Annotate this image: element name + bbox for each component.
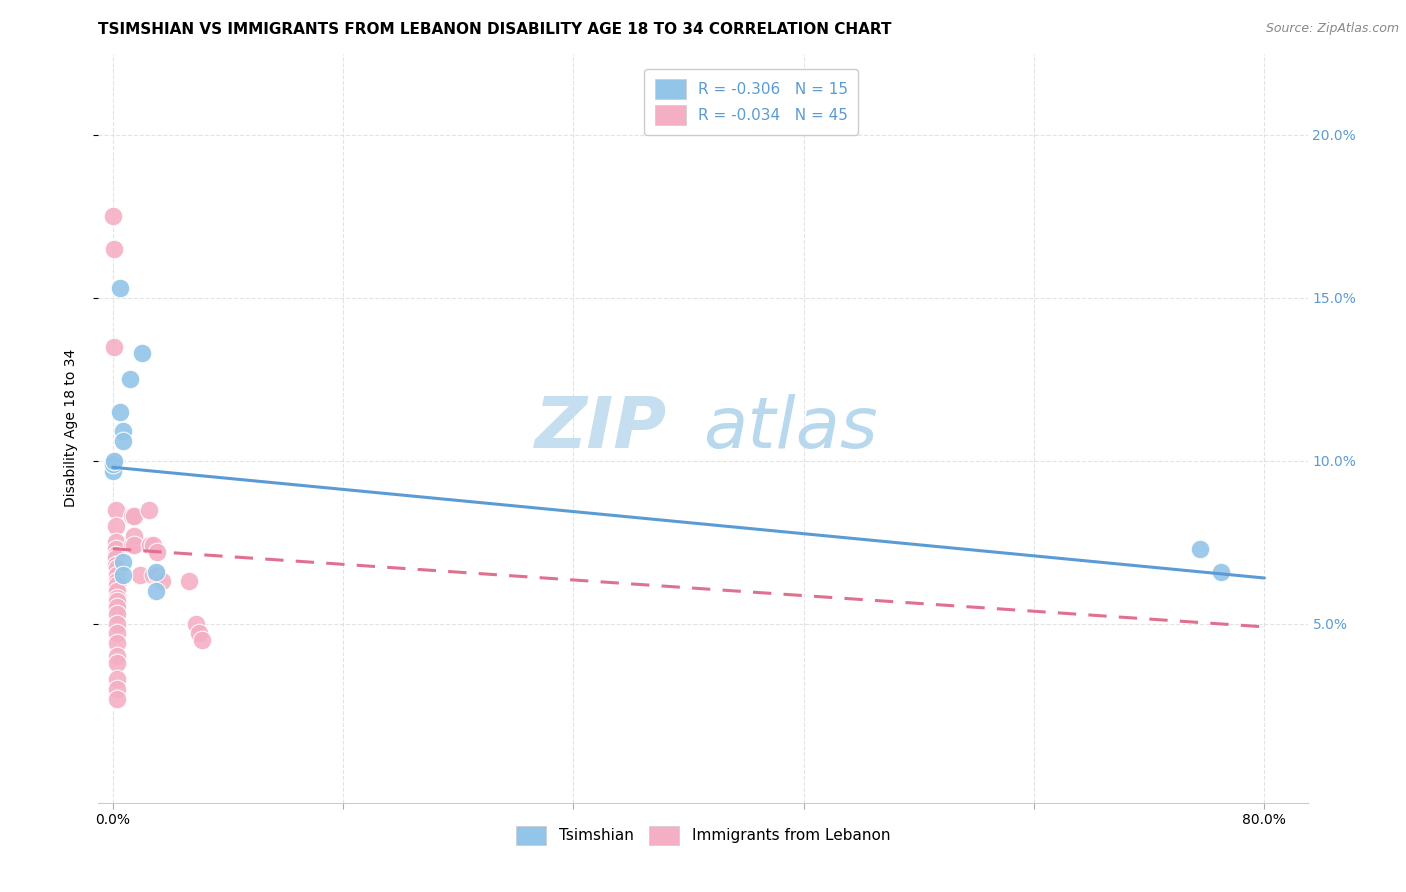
Point — [103, 454, 125, 468]
Point — [146, 567, 169, 582]
Text: ZIP: ZIP — [534, 393, 666, 463]
Point — [124, 509, 146, 524]
Point — [191, 632, 214, 647]
Point — [138, 502, 160, 516]
Point — [124, 538, 146, 552]
Point — [105, 584, 128, 599]
Point — [124, 529, 146, 543]
Legend: Tsimshian, Immigrants from Lebanon: Tsimshian, Immigrants from Lebanon — [510, 820, 896, 851]
Point — [131, 346, 153, 360]
Point — [1188, 541, 1211, 556]
Point — [139, 538, 162, 552]
Y-axis label: Disability Age 18 to 34: Disability Age 18 to 34 — [63, 349, 77, 508]
Point — [121, 538, 143, 552]
Point — [105, 691, 128, 706]
Point — [142, 538, 165, 552]
Point — [111, 555, 134, 569]
Point — [104, 541, 127, 556]
Point — [108, 281, 131, 295]
Point — [145, 565, 167, 579]
Point — [179, 574, 201, 589]
Point — [121, 509, 143, 524]
Point — [105, 577, 128, 591]
Point — [188, 626, 211, 640]
Point — [105, 636, 128, 650]
Point — [146, 545, 169, 559]
Point — [105, 594, 128, 608]
Point — [105, 626, 128, 640]
Point — [104, 548, 127, 562]
Point — [105, 672, 128, 686]
Point — [105, 649, 128, 664]
Text: Source: ZipAtlas.com: Source: ZipAtlas.com — [1265, 22, 1399, 36]
Point — [103, 454, 125, 468]
Point — [150, 574, 173, 589]
Point — [105, 600, 128, 615]
Point — [105, 574, 128, 589]
Point — [104, 502, 127, 516]
Point — [104, 551, 127, 566]
Point — [1211, 565, 1233, 579]
Point — [111, 425, 134, 439]
Point — [111, 434, 134, 449]
Point — [105, 591, 128, 605]
Point — [104, 519, 127, 533]
Point — [103, 242, 125, 256]
Point — [105, 656, 128, 670]
Point — [186, 616, 208, 631]
Point — [129, 567, 152, 582]
Point — [120, 372, 142, 386]
Point — [105, 607, 128, 621]
Point — [145, 584, 167, 599]
Text: atlas: atlas — [703, 393, 877, 463]
Text: TSIMSHIAN VS IMMIGRANTS FROM LEBANON DISABILITY AGE 18 TO 34 CORRELATION CHART: TSIMSHIAN VS IMMIGRANTS FROM LEBANON DIS… — [98, 22, 891, 37]
Point — [105, 561, 128, 575]
Point — [104, 535, 127, 549]
Point — [108, 405, 131, 419]
Point — [111, 567, 134, 582]
Point — [101, 457, 124, 471]
Point — [105, 567, 128, 582]
Point — [142, 567, 165, 582]
Point — [105, 681, 128, 696]
Point — [104, 558, 127, 572]
Point — [101, 210, 124, 224]
Point — [101, 463, 124, 477]
Point — [105, 616, 128, 631]
Point — [103, 340, 125, 354]
